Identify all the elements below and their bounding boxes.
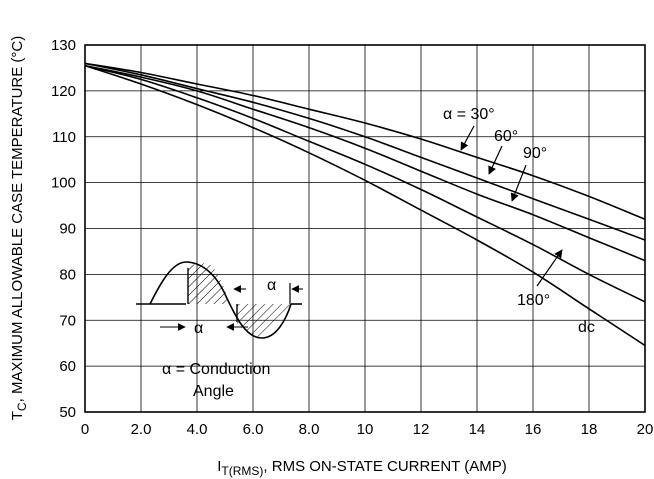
y-tick-labels: 50 60 70 80 90 100 110 120 130 bbox=[51, 37, 76, 421]
inset-alpha-label-2: α bbox=[267, 277, 276, 294]
grid bbox=[84, 44, 646, 413]
y-tick-label: 100 bbox=[51, 175, 76, 192]
arrow-180 bbox=[536, 249, 563, 287]
y-tick-label: 120 bbox=[51, 83, 76, 100]
y-axis-title: TC, MAXIMUM ALLOWABLE CASE TEMPERATURE (… bbox=[9, 36, 29, 420]
label-90: 90° bbox=[523, 145, 547, 162]
y-tick-label: 110 bbox=[52, 129, 76, 146]
inset-caption-line-1: α = Conduction bbox=[162, 361, 270, 378]
plot-frame bbox=[84, 44, 646, 413]
label-dc: dc bbox=[578, 319, 595, 336]
conduction-angle-inset: α α α = Conduction Angle bbox=[136, 261, 303, 400]
x-tick-label: 4.0 bbox=[187, 421, 208, 438]
arrow-90 bbox=[510, 164, 527, 202]
inset-hatch-positive bbox=[188, 263, 230, 304]
y-tick-label: 80 bbox=[59, 266, 76, 283]
y-axis-title-rest: , MAXIMUM ALLOWABLE CASE TEMPERATURE (°C… bbox=[9, 36, 26, 403]
y-tick-label: 90 bbox=[59, 221, 76, 238]
x-axis-title-subscript: T(RMS) bbox=[221, 464, 263, 478]
x-tick-label: 14 bbox=[469, 421, 486, 438]
x-tick-labels: 0 2.0 4.0 6.0 8.0 10 12 14 16 18 20 bbox=[81, 421, 654, 438]
label-alpha-30: α = 30° bbox=[443, 106, 495, 123]
inset-sine-wave bbox=[149, 261, 292, 339]
arrow-alpha-30 bbox=[460, 125, 475, 151]
y-tick-label: 60 bbox=[59, 358, 76, 375]
x-tick-label: 0 bbox=[81, 421, 89, 438]
x-axis-title-main: I bbox=[217, 458, 221, 475]
series-line-4 bbox=[84, 64, 646, 303]
x-tick-label: 2.0 bbox=[131, 421, 152, 438]
series-line-2 bbox=[84, 62, 646, 241]
curve-annotations: α = 30° 60° 90° 180° dc bbox=[443, 106, 595, 336]
inset-caption-line-2: Angle bbox=[193, 383, 234, 400]
label-60: 60° bbox=[494, 128, 518, 145]
x-axis-title: IT(RMS), RMS ON-STATE CURRENT (AMP) bbox=[217, 458, 507, 478]
y-tick-label: 50 bbox=[59, 404, 76, 421]
inset-alpha-label-1: α bbox=[194, 320, 203, 337]
inset-hatch-negative bbox=[237, 304, 290, 337]
arrow-60 bbox=[488, 145, 503, 175]
series-line-1 bbox=[84, 62, 646, 221]
x-tick-label: 18 bbox=[581, 421, 598, 438]
series-line-5 bbox=[84, 64, 646, 347]
x-tick-label: 16 bbox=[525, 421, 542, 438]
y-tick-label: 70 bbox=[59, 312, 76, 329]
y-axis-title-subscript: C bbox=[15, 402, 29, 411]
series-line-3 bbox=[84, 64, 646, 262]
y-tick-label: 130 bbox=[51, 37, 76, 54]
series-group bbox=[84, 62, 646, 347]
y-axis-title-main: T bbox=[9, 411, 26, 420]
x-tick-label: 20 bbox=[637, 421, 654, 438]
x-tick-label: 6.0 bbox=[243, 421, 264, 438]
x-tick-label: 10 bbox=[357, 421, 374, 438]
x-axis-title-rest: , RMS ON-STATE CURRENT (AMP) bbox=[263, 458, 506, 475]
label-180: 180° bbox=[517, 292, 550, 309]
x-tick-label: 12 bbox=[413, 421, 430, 438]
x-tick-label: 8.0 bbox=[299, 421, 320, 438]
